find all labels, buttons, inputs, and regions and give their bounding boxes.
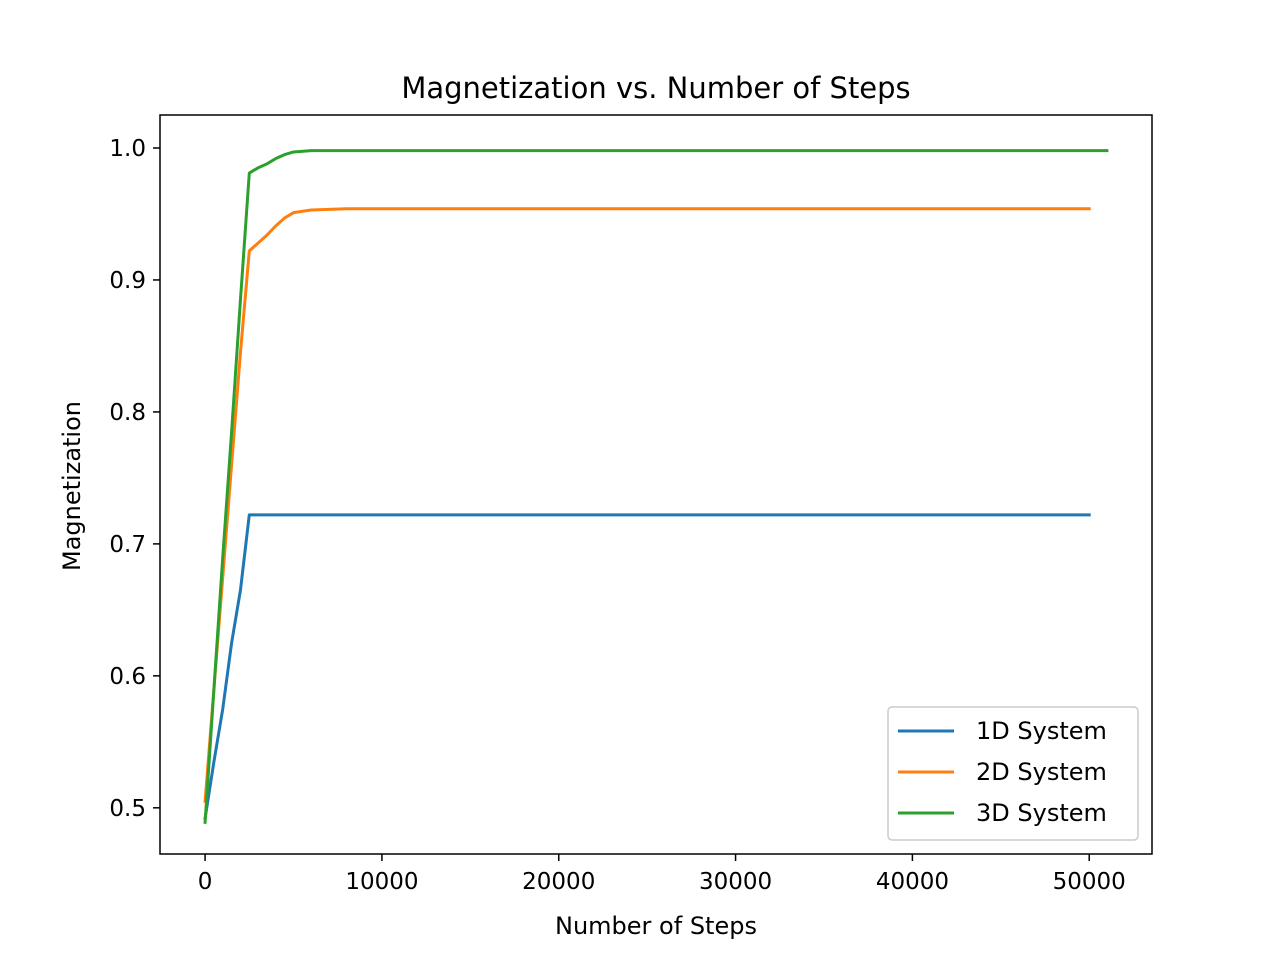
x-tick-label: 50000 [1053,869,1126,895]
series-line-2 [203,207,1091,803]
y-tick-label: 1.0 [109,136,146,162]
y-tick-label: 0.7 [109,532,146,558]
chart-title: Magnetization vs. Number of Steps [401,71,910,105]
x-tick-label: 30000 [699,869,772,895]
series-line-1 [203,513,1091,821]
x-axis-label: Number of Steps [555,912,757,940]
x-tick-label: 10000 [345,869,418,895]
x-tick-label: 20000 [522,869,595,895]
x-tick-label: 40000 [876,869,949,895]
y-tick-label: 0.8 [109,400,146,426]
y-tick-label: 0.5 [109,796,146,822]
plot-layer: 0 10000 20000 30000 40000 50000 0.5 0.6 0.7 0.8 0.… [109,114,1153,895]
legend-box [887,706,1139,841]
y-axis-label: Magnetization [58,401,86,571]
legend-item: 2D System [898,758,1107,786]
y-tick-label: 0.9 [109,268,146,294]
legend-label: 2D System [976,758,1107,786]
legend-label: 3D System [976,799,1107,827]
legend: 1D System 2D System 3D System [887,706,1139,841]
legend-item: 3D System [898,799,1107,827]
legend-item: 1D System [898,717,1107,745]
y-tick-label: 0.6 [109,664,146,690]
plot-frame [159,114,1153,855]
legend-label: 1D System [976,717,1107,745]
series-line-3 [203,149,1109,824]
x-tick-label: 0 [198,869,213,895]
